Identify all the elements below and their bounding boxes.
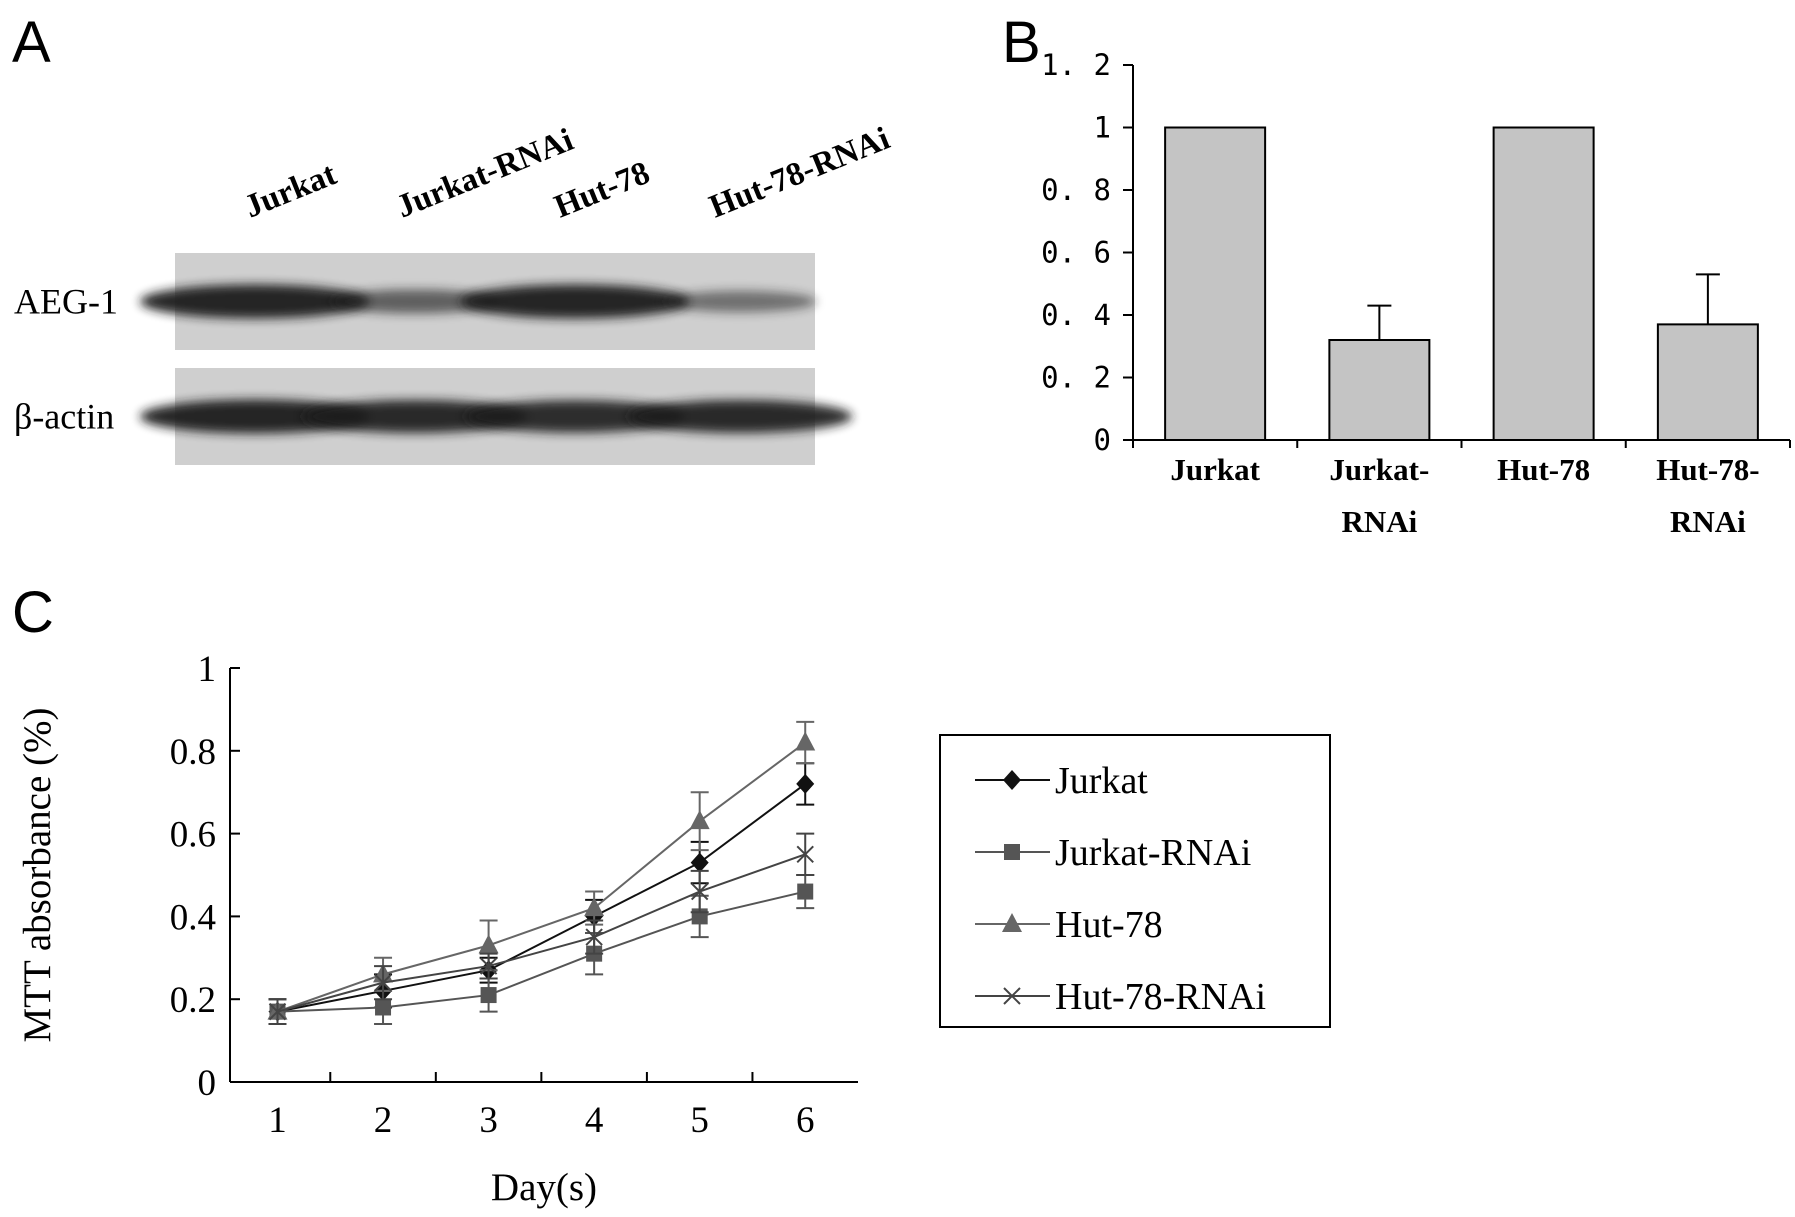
legend-label: Jurkat-RNAi (1055, 832, 1251, 874)
category-label: Jurkat (1170, 452, 1260, 487)
blot-lane-label: Hut-78-RNAi (705, 121, 895, 226)
legend-label: Hut-78 (1055, 904, 1163, 946)
y-tick-label: 1 (198, 649, 217, 690)
blot-lane-label: Hut-78 (550, 155, 655, 225)
data-point (797, 883, 814, 900)
y-tick-label: 0. 2 (1041, 361, 1111, 395)
blot-lane-label: Jurkat-RNAi (392, 122, 579, 225)
legend-marker (1004, 844, 1020, 860)
y-tick-label: 0.8 (170, 732, 216, 773)
data-point (375, 999, 392, 1016)
data-point (795, 731, 816, 751)
blot-band (464, 400, 686, 433)
category-label: RNAi (1341, 504, 1417, 539)
bar (1328, 339, 1431, 441)
category-label: Jurkat- (1329, 452, 1429, 487)
y-tick-label: 0 (198, 1063, 217, 1104)
bar (1164, 126, 1267, 441)
legend-marker (1003, 987, 1021, 1005)
category-label: Hut-78 (1497, 452, 1590, 487)
bar (1492, 126, 1595, 441)
line-chart: 0 0.2 0.4 0.6 0.8 1 1 2 3 4 5 6 Day(s) MTT absorbance… (16, 649, 1331, 1209)
blot-band (302, 399, 528, 434)
y-tick-label: 0. 6 (1041, 236, 1111, 270)
legend-marker (1003, 770, 1021, 790)
blot-band (663, 290, 817, 313)
blot-band (330, 289, 500, 314)
y-tick-label: 0 (1094, 423, 1111, 457)
series-line (277, 890, 806, 1013)
x-tick-label: 5 (690, 1100, 709, 1141)
data-point (796, 845, 814, 864)
legend-box (939, 734, 1331, 1028)
y-axis-label: MTT absorbance (%) (16, 708, 59, 1043)
data-point (480, 987, 497, 1004)
blot-band (140, 284, 370, 319)
blot-row-label: AEG-1 (14, 282, 118, 322)
x-tick-label: 3 (479, 1100, 498, 1141)
blot-band (460, 284, 690, 319)
data-point (690, 852, 709, 873)
y-tick-label: 1 (1094, 111, 1111, 145)
legend-label: Hut-78-RNAi (1055, 976, 1266, 1018)
x-tick-label: 6 (796, 1100, 815, 1141)
y-tick-label: 0.4 (170, 897, 216, 938)
data-point (584, 897, 605, 917)
data-point (268, 1002, 287, 1021)
data-point (585, 928, 603, 946)
category-label: Hut-78- (1656, 452, 1759, 487)
x-tick-label: 4 (585, 1100, 604, 1141)
category-label: RNAi (1670, 504, 1746, 539)
legend-marker (1002, 913, 1022, 932)
series-line (277, 741, 806, 1013)
blot-row-label: β-actin (14, 397, 114, 437)
data-point (374, 973, 392, 992)
data-point (796, 773, 815, 794)
panel-c-letter: C (12, 580, 54, 645)
series-line (277, 783, 806, 1013)
y-tick-label: 0.2 (170, 980, 216, 1021)
y-tick-label: 0.6 (170, 815, 216, 856)
data-point (690, 882, 709, 901)
blot-lane-label: Jurkat (240, 156, 342, 225)
panel-a-letter: A (12, 10, 51, 75)
data-point (478, 934, 499, 954)
x-tick-label: 2 (374, 1100, 393, 1141)
blot-band (627, 399, 853, 434)
y-tick-label: 0. 4 (1041, 298, 1111, 332)
data-point (479, 957, 498, 975)
series-line (277, 853, 806, 1013)
x-axis-label: Day(s) (491, 1166, 597, 1209)
y-tick-label: 1. 2 (1041, 48, 1111, 82)
bar (1656, 323, 1759, 441)
blot-band (140, 399, 370, 434)
bar-chart: 0 0. 2 0. 4 0. 6 0. 8 1 1. 2 Jurkat Jurkat- RNAi H… (1041, 48, 1791, 539)
legend-label: Jurkat (1055, 760, 1148, 802)
x-tick-label: 1 (268, 1100, 287, 1141)
y-tick-label: 0. 8 (1041, 173, 1111, 207)
data-point (689, 810, 710, 830)
panel-b-letter: B (1002, 10, 1041, 75)
